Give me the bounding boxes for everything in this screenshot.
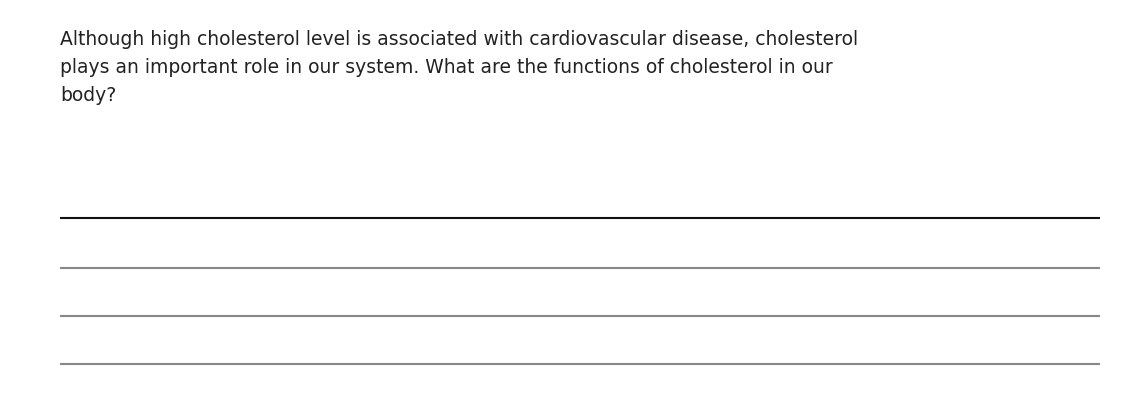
Text: body?: body? <box>60 86 116 105</box>
Text: plays an important role in our system. What are the functions of cholesterol in : plays an important role in our system. W… <box>60 58 833 77</box>
Text: Although high cholesterol level is associated with cardiovascular disease, chole: Although high cholesterol level is assoc… <box>60 30 858 49</box>
